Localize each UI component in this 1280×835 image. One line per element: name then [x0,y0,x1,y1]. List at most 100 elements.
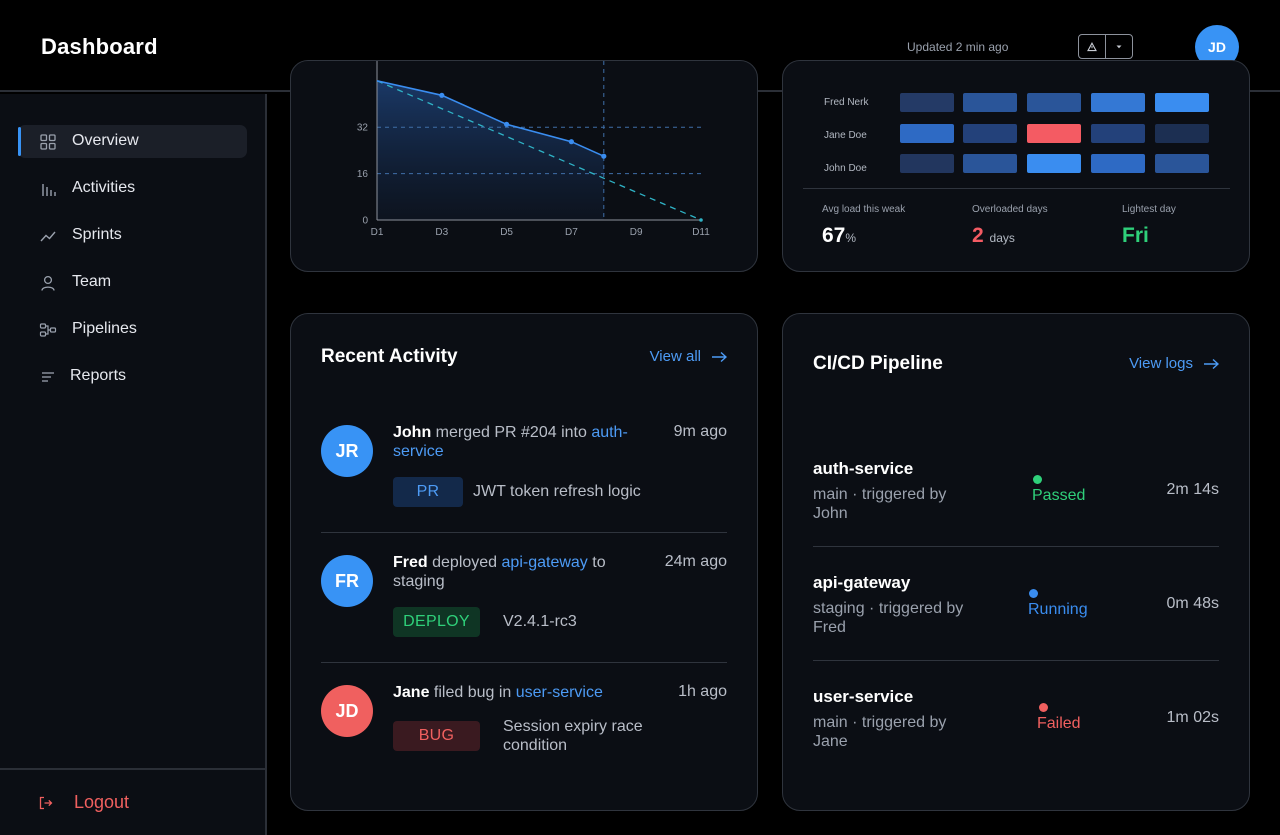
status-badge: Running [1028,601,1088,618]
avg-load-label: Avg load this weak [822,204,906,215]
activity-time: 9m ago [673,423,727,440]
activity-text: Fred deployed api-gateway to staging [393,554,606,590]
heatmap-cell [1027,124,1081,143]
pipeline-service-name: api-gateway [813,573,911,592]
deploy-tag: DEPLOY [393,607,480,637]
activity-item[interactable]: JR John merged PR #204 into auth-service… [321,423,727,515]
sidebar-item-pipelines[interactable]: Pipelines [18,313,247,346]
pipeline-duration: 2m 14s [1166,481,1219,498]
pipeline-divider [813,546,1219,547]
activity-item[interactable]: FR Fred deployed api-gateway to staging … [321,553,727,645]
pipeline-row[interactable]: api-gateway staging · triggered by Fred … [813,573,1219,643]
pipeline-duration: 0m 48s [1166,595,1219,612]
sidebar-item-label: Reports [70,367,127,384]
x-tick-label: D11 [692,227,710,238]
status-badge: Passed [1032,487,1086,504]
activity-item[interactable]: JD Jane filed bug in user-service 1h ago… [321,683,727,785]
status-dot [1039,703,1048,712]
heatmap-cell [963,154,1017,173]
pipeline-meta: main · triggered by Jane [813,714,947,750]
avatar: FR [321,555,373,607]
sidebar-item-label: Activities [72,179,136,196]
pipeline-icon [39,323,57,337]
data-point [601,153,607,159]
sidebar-item-overview[interactable]: Overview [18,125,247,158]
alerts-split-button [1078,34,1133,59]
pipeline-row[interactable]: auth-service main · triggered by John Pa… [813,459,1219,529]
lightest-day-label: Lightest day [1122,204,1176,215]
heatmap-cell [1155,124,1209,143]
last-updated-text: Updated 2 min ago [907,40,1009,54]
status-dot [1029,589,1038,598]
cicd-pipeline-card: CI/CD Pipeline View logs auth-service ma… [782,313,1250,811]
heatmap-cell [1091,124,1145,143]
pr-tag: PR [393,477,463,507]
burndown-card: 0 16 32 D1 D3 D5 D7 D9 D11 [290,60,758,272]
activity-target-link[interactable]: user-service [515,684,603,701]
activity-divider [321,662,727,663]
data-point [568,139,574,145]
sidebar-item-sprints[interactable]: Sprints [18,219,247,252]
workload-row-name: John Doe [824,163,867,174]
sidebar-item-label: Team [72,273,112,290]
burndown-chart: 0 16 32 D1 D3 D5 D7 D9 D11 [357,61,710,238]
sidebar: Overview Activities Sprints Team Pipelin… [0,94,267,835]
heatmap-cell [963,93,1017,112]
page-title: Dashboard [41,34,158,59]
caret-down-icon [1116,45,1122,48]
view-all-label: View all [649,348,701,365]
view-all-link[interactable]: View all [650,348,727,365]
user-icon [41,275,55,291]
data-point [439,92,445,98]
avatar: JD [321,685,373,737]
sidebar-item-reports[interactable]: Reports [18,360,247,393]
y-tick-label: 16 [357,169,369,180]
logout-button[interactable]: Logout [38,791,178,817]
x-tick-label: D5 [500,227,513,238]
y-tick-label: 32 [357,123,369,134]
heatmap-cell [1027,93,1081,112]
sidebar-item-activities[interactable]: Activities [18,172,247,205]
heatmap-cell [900,154,954,173]
lightest-day-value: Fri [1122,224,1149,247]
activity-target-link[interactable]: api-gateway [501,554,588,571]
activity-time: 24m ago [664,553,727,570]
heatmap-cell [963,124,1017,143]
x-tick-label: D3 [435,227,448,238]
card-title: Recent Activity [321,346,458,367]
status-badge: Failed [1037,715,1081,732]
x-tick-label: D9 [630,227,643,238]
bar-chart-icon [42,184,56,196]
team-workload-card: Fred Nerk Jane Doe John Doe Avg load thi… [782,60,1250,272]
x-tick-label: D7 [565,227,578,238]
grid-icon [40,134,56,150]
pipeline-row[interactable]: user-service main · triggered by Jane Fa… [813,687,1219,757]
pipeline-service-name: auth-service [813,459,914,478]
sidebar-item-label: Pipelines [72,320,137,337]
workload-row-name: Jane Doe [824,130,867,141]
workload-divider [803,188,1230,189]
overloaded-days-value: 2 days [972,224,1015,247]
data-point [504,121,510,127]
activity-target-link[interactable]: auth-service [393,424,628,460]
logout-icon [39,796,53,810]
heatmap-cell [900,93,954,112]
heatmap-cell [1155,154,1209,173]
pipeline-service-name: user-service [813,687,914,706]
pipeline-meta: main · triggered by John [813,486,947,522]
view-logs-link[interactable]: View logs [1129,355,1219,372]
card-title: CI/CD Pipeline [813,353,943,374]
alerts-button[interactable] [1079,35,1105,58]
heatmap-cell [1091,93,1145,112]
activity-description: Session expiry race condition [503,718,643,754]
avg-load-value: 67% [822,224,857,247]
bug-tag: BUG [393,721,480,751]
heatmap-cell [1027,154,1081,173]
pipeline-divider [813,660,1219,661]
x-tick-label: D1 [371,227,384,238]
pipeline-duration: 1m 02s [1166,709,1219,726]
activity-description: JWT token refresh logic [473,483,641,500]
sidebar-item-team[interactable]: Team [18,266,247,299]
alerts-dropdown-button[interactable] [1105,35,1132,58]
overloaded-days-label: Overloaded days [972,204,1048,215]
